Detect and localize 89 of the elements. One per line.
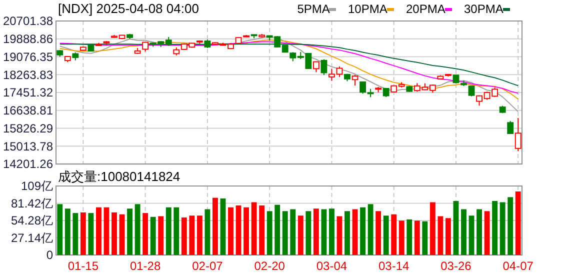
bar: [515, 191, 521, 255]
bar: [119, 214, 125, 255]
bar: [57, 204, 63, 255]
y-tick-label: 81.42亿: [10, 196, 53, 210]
bar: [127, 208, 132, 255]
x-tick-label: 04-07: [502, 259, 534, 273]
bar: [259, 205, 265, 255]
bar: [290, 209, 296, 255]
x-tick-label: 02-07: [192, 259, 224, 273]
y-tick-label: 19076.35: [2, 50, 54, 64]
bar: [360, 207, 366, 255]
bar: [112, 212, 117, 255]
bar: [212, 198, 218, 255]
chart-title: [NDX] 2025-04-08 04:00: [58, 1, 199, 16]
bar: [64, 208, 70, 255]
bar: [166, 207, 172, 255]
bar: [344, 211, 350, 255]
y-tick-label: 15013.78: [2, 139, 54, 154]
x-tick-label: 02-20: [254, 259, 286, 273]
x-tick-label: 01-15: [68, 259, 99, 273]
bar: [329, 208, 334, 255]
bar: [72, 213, 78, 255]
bar: [461, 209, 466, 255]
bar: [446, 218, 451, 255]
bar: [150, 216, 156, 255]
bar: [96, 207, 102, 255]
y-tick-label: 54.28亿: [10, 214, 53, 228]
bar: [438, 216, 444, 255]
bar: [313, 208, 319, 255]
y-tick-label: 20701.38: [2, 14, 54, 28]
y-tick-label: 19888.86: [2, 32, 54, 46]
chart-title: 成交量:10080141824: [58, 169, 180, 184]
bar: [228, 207, 234, 255]
legend-label: 5PMA: [297, 2, 330, 16]
bar: [236, 205, 242, 255]
bar: [321, 209, 327, 255]
legend-label: 20PMA: [406, 2, 446, 16]
bar: [220, 198, 226, 255]
bar: [189, 216, 195, 255]
bar: [368, 204, 374, 255]
y-tick-label: 27.14亿: [10, 230, 53, 245]
bar: [508, 197, 514, 255]
bar: [266, 211, 272, 255]
legend-label: 10PMA: [348, 2, 388, 16]
bar: [306, 211, 312, 255]
bar: [336, 216, 342, 255]
x-tick-label: 03-04: [316, 259, 348, 273]
bar: [484, 211, 490, 255]
bar: [158, 216, 164, 255]
bar: [104, 207, 110, 255]
bar: [181, 218, 187, 255]
bar: [383, 216, 389, 255]
bar: [134, 204, 140, 255]
y-tick-label: 14201.26: [2, 157, 54, 172]
bar: [430, 202, 436, 255]
y-tick-label: 0: [46, 248, 54, 262]
bar: [391, 214, 397, 255]
bar: [174, 207, 180, 255]
line-series: [59, 36, 519, 112]
bar: [476, 209, 482, 255]
x-tick-label: 03-26: [440, 259, 472, 273]
bar: [422, 221, 428, 255]
bar: [492, 200, 498, 255]
y-tick-label: 18263.83: [2, 68, 54, 82]
bar: [282, 211, 288, 255]
bar: [376, 211, 382, 255]
bar: [298, 216, 304, 255]
bar: [80, 212, 86, 255]
y-tick-label: 15826.29: [2, 121, 54, 136]
y-tick-label: 109亿: [20, 179, 53, 194]
bar: [500, 202, 506, 255]
y-tick-label: 17451.32: [2, 86, 54, 100]
x-tick-label: 01-28: [130, 259, 161, 273]
bar: [406, 219, 412, 255]
x-tick-label: 03-14: [378, 259, 410, 273]
y-tick-label: 16638.81: [2, 104, 54, 118]
bar: [196, 216, 202, 255]
bar: [251, 202, 257, 255]
bar: [398, 220, 404, 255]
bar: [142, 213, 148, 255]
bar: [468, 216, 474, 255]
bar: [414, 220, 420, 255]
legend-label: 30PMA: [464, 2, 504, 16]
bar: [352, 209, 358, 255]
bar: [204, 209, 210, 255]
bar: [274, 204, 280, 255]
bar: [453, 200, 459, 255]
bar: [88, 213, 94, 255]
bar: [244, 207, 249, 255]
